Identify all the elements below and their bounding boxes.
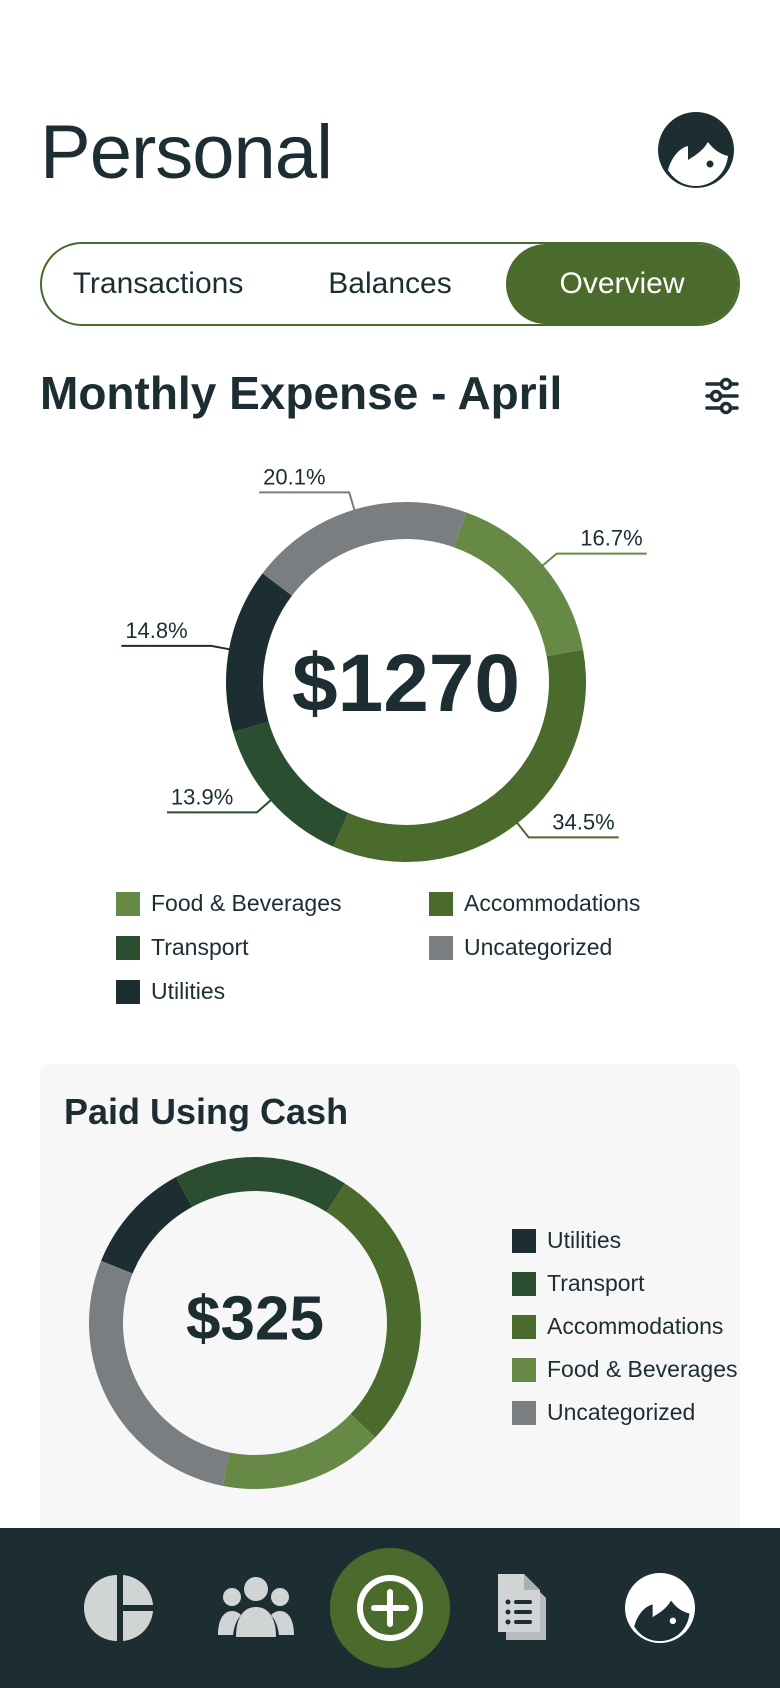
user-avatar-icon[interactable] bbox=[658, 112, 734, 188]
legend-swatch bbox=[512, 1357, 536, 1382]
leader-line bbox=[166, 798, 273, 814]
nav-groups-button[interactable] bbox=[216, 1568, 296, 1648]
legend-swatch bbox=[429, 935, 453, 960]
legend-label: Utilities bbox=[151, 978, 226, 1004]
donut-slice-food-beverages bbox=[222, 1414, 376, 1489]
legend-swatch bbox=[512, 1400, 536, 1425]
legend-label: Accommodations bbox=[547, 1313, 724, 1339]
cash-donut-chart: $325 bbox=[89, 1157, 421, 1489]
percent-label: 20.1% bbox=[263, 464, 325, 489]
donut-slice-transport bbox=[176, 1157, 345, 1213]
plus-circle-icon bbox=[357, 1575, 423, 1641]
leader-line bbox=[121, 644, 232, 651]
percent-label: 14.8% bbox=[125, 618, 187, 643]
donut-slice-transport bbox=[233, 721, 349, 847]
percent-label: 13.9% bbox=[171, 784, 233, 809]
legend-swatch bbox=[512, 1228, 536, 1253]
donut-slice-accommodations bbox=[333, 649, 587, 862]
legend-item: Utilities bbox=[116, 978, 225, 1005]
donut-slice-uncategorized bbox=[89, 1260, 230, 1486]
legend-label: Uncategorized bbox=[464, 934, 613, 960]
legend-item: Utilities bbox=[512, 1227, 738, 1254]
pie-chart-icon bbox=[84, 1575, 153, 1641]
legend-swatch bbox=[116, 979, 140, 1004]
legend-label: Transport bbox=[547, 1270, 645, 1296]
nav-profile-button[interactable] bbox=[620, 1568, 700, 1648]
legend-label: Food & Beverages bbox=[547, 1356, 738, 1382]
monthly-expense-donut-chart: 16.7% 34.5% 13.9% 14.8% 20.1% $1270 bbox=[121, 464, 647, 862]
donut-slice-food-beverages bbox=[453, 512, 584, 657]
page-title: Personal bbox=[40, 110, 333, 195]
cash-legend: Utilities Transport Accommodations Food … bbox=[512, 1227, 738, 1442]
legend-swatch bbox=[116, 935, 140, 960]
cash-card-title: Paid Using Cash bbox=[64, 1091, 349, 1132]
legend-swatch bbox=[116, 891, 140, 916]
legend-swatch bbox=[429, 891, 453, 916]
legend-item: Food & Beverages bbox=[512, 1356, 738, 1383]
donut-slice-utilities bbox=[226, 573, 293, 733]
legend-label: Transport bbox=[151, 934, 249, 960]
monthly-total: $1270 bbox=[292, 638, 520, 729]
users-icon bbox=[218, 1577, 294, 1637]
legend-swatch bbox=[512, 1314, 536, 1339]
nav-add-button[interactable] bbox=[330, 1548, 450, 1668]
cash-total: $325 bbox=[186, 1284, 324, 1353]
legend-label: Uncategorized bbox=[547, 1399, 696, 1425]
legend-label: Accommodations bbox=[464, 890, 641, 916]
nav-overview-button[interactable] bbox=[80, 1568, 160, 1648]
legend-item: Transport bbox=[512, 1270, 738, 1297]
percent-label: 34.5% bbox=[552, 809, 614, 834]
sliders-icon[interactable] bbox=[704, 376, 740, 416]
nav-documents-button[interactable] bbox=[484, 1568, 564, 1648]
donut-slice-utilities bbox=[101, 1176, 193, 1274]
legend-item: Transport bbox=[116, 934, 249, 961]
leader-line bbox=[259, 491, 356, 512]
document-icon bbox=[498, 1574, 546, 1640]
legend-item: Accommodations bbox=[512, 1313, 738, 1340]
legend-item: Food & Beverages bbox=[116, 890, 342, 917]
legend-item: Uncategorized bbox=[429, 934, 612, 961]
donut-slice-accommodations bbox=[326, 1183, 421, 1438]
tab-transactions[interactable]: Transactions bbox=[72, 267, 244, 300]
legend-label: Food & Beverages bbox=[151, 890, 342, 916]
legend-item: Accommodations bbox=[429, 890, 640, 917]
tab-overview[interactable]: Overview bbox=[506, 244, 738, 324]
user-avatar-icon bbox=[625, 1573, 695, 1643]
legend-label: Utilities bbox=[547, 1227, 622, 1253]
leader-line bbox=[515, 821, 619, 839]
legend-item: Uncategorized bbox=[512, 1399, 738, 1426]
leader-line bbox=[540, 552, 647, 568]
bottom-navigation bbox=[0, 1528, 780, 1688]
legend-swatch bbox=[512, 1271, 536, 1296]
tab-balances[interactable]: Balances bbox=[328, 267, 452, 300]
monthly-expense-title: Monthly Expense - April bbox=[40, 367, 563, 419]
view-tabs: Transactions Balances Overview bbox=[40, 242, 740, 326]
donut-slice-uncategorized bbox=[262, 502, 467, 596]
percent-label: 16.7% bbox=[580, 526, 642, 551]
